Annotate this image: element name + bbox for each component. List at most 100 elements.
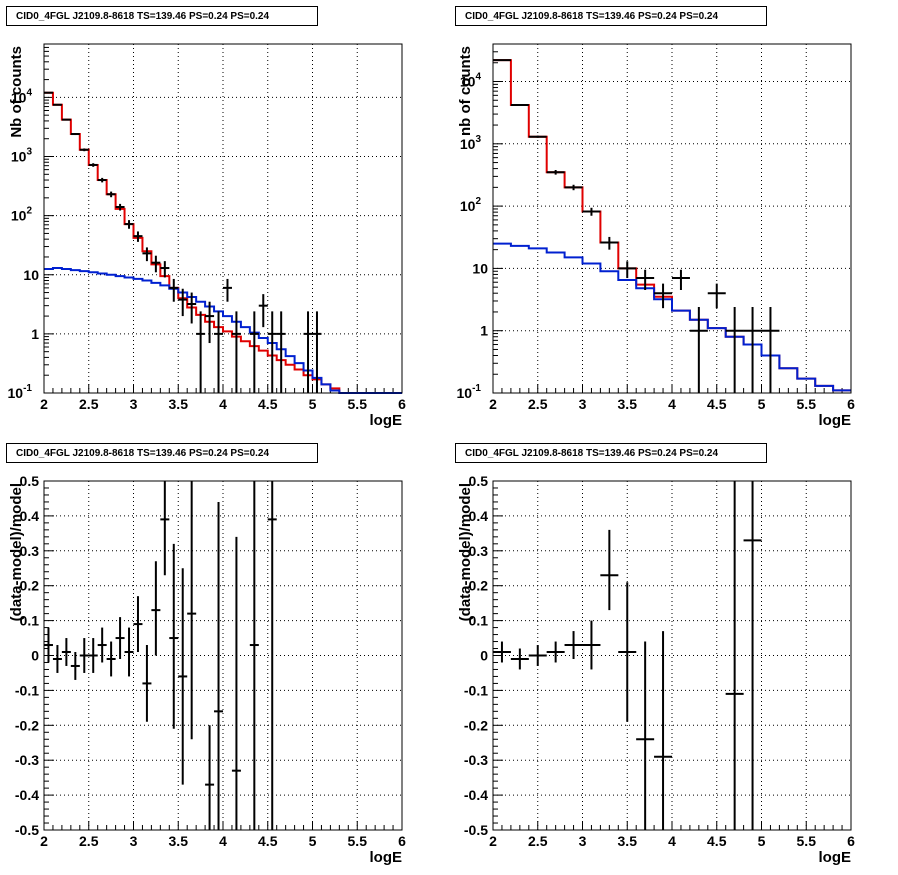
y-tick-label: 102 [11,206,33,224]
data-point [725,481,744,830]
x-tick-label: 2.5 [79,833,99,849]
background_model-line [493,242,851,392]
x-tick-label: 4 [219,833,227,849]
x-tick-label: 3.5 [169,396,189,412]
x-tick-label: 3.5 [618,833,638,849]
x-tick-label: 3 [130,396,138,412]
y-tick-label: 0.1 [469,613,489,629]
data-point [151,255,161,273]
y-tick-label: 0.1 [20,613,40,629]
data-point [564,631,583,659]
x-tick-label: 4.5 [258,833,278,849]
plot-frame [43,480,403,831]
data-point [124,627,134,677]
y-tick-label: 1 [31,326,39,342]
data-point [600,236,619,250]
data-point [582,207,601,216]
data-point [142,247,152,262]
data-point [142,645,152,722]
data-point [205,725,215,830]
data-point [743,481,762,830]
y-tick-label: 0.2 [20,578,40,594]
data-point [61,638,71,666]
y-tick-label: 0.5 [469,473,489,489]
y-tick-label: 104 [11,87,33,105]
data-point [258,294,268,328]
x-tick-label: 4.5 [707,833,727,849]
x-tick-label: 5 [758,396,766,412]
y-tick-label: 10 [472,260,488,276]
data-point [124,220,134,229]
data-point [205,301,215,344]
data-point [654,283,673,309]
data-point [79,638,89,673]
data-point [528,135,547,138]
y-tick-label: -0.4 [464,787,488,803]
y-tick-label: 103 [11,147,33,165]
y-tick-label: -0.3 [464,752,488,768]
x-tick-label: 2 [489,833,497,849]
y-tick-label: -0.5 [464,822,488,838]
y-tick-label: 0.4 [469,508,489,524]
x-tick-label: 5 [758,833,766,849]
data-point [276,311,286,393]
x-tick-label: 4 [668,833,676,849]
data-point [249,481,259,830]
total_model-line [44,91,402,394]
data-point [115,203,125,211]
data-point [187,481,197,740]
data-point [169,278,179,302]
data-point [636,269,655,291]
x-tick-label: 4.5 [707,396,727,412]
data-point [115,617,125,659]
data-point [61,118,71,121]
x-tick-label: 2.5 [528,833,548,849]
x-tick-label: 4 [668,396,676,412]
x-tick-label: 3 [130,833,138,849]
data-point [267,311,277,393]
data-point [88,163,98,167]
data-point [743,307,762,393]
x-axis-label: logE [370,849,403,866]
data-point [151,561,161,656]
y-tick-label: 0.3 [469,543,489,559]
y-axis-label: nb of counts [457,46,474,136]
x-tick-label: 3.5 [169,833,189,849]
plot-frame [43,43,403,394]
chart-svg-counts-right: 2 2.5 3 3.5 4 4.5 5 5.5 6 10-1 1 10 102 103 104 logE nb … [457,43,855,429]
y-tick-label: -0.2 [15,717,39,733]
plot-frame [492,43,852,394]
chart-title: CID0_4FGL J2109.8-8618 TS=139.46 PS=0.24… [6,443,318,463]
y-tick-label: -0.2 [464,717,488,733]
chart-panel-residuals-left: 2 2.5 3 3.5 4 4.5 5 5.5 6 -0.5 -0.4 -0.3 -0.2 -0.1 0 0.… [0,437,449,874]
data-point [725,307,744,393]
data-point [160,481,170,576]
x-tick-label: 6 [847,833,855,849]
y-tick-label: 0.5 [20,473,40,489]
chart-panel-counts-right: 2 2.5 3 3.5 4 4.5 5 5.5 6 10-1 1 10 102 103 104 logE nb … [449,0,898,437]
data-point [106,191,116,198]
data-point [106,641,116,677]
x-axis-label: logE [819,849,852,866]
data-point [528,645,547,666]
data-point [510,648,529,670]
data-point [600,529,619,611]
y-tick-label: 102 [460,196,482,214]
x-tick-label: 5.5 [797,833,817,849]
x-tick-label: 5.5 [348,833,368,849]
data-point [618,582,637,722]
data-point [178,568,188,785]
data-point [707,283,726,309]
chart-panel-residuals-right: 2 2.5 3 3.5 4 4.5 5 5.5 6 -0.5 -0.4 -0.3 -0.2 -0.1 0 0.… [449,437,898,874]
y-axis-label: Nb of counts [8,46,25,138]
y-tick-label: 10-1 [8,383,33,401]
data-point [52,645,62,673]
x-tick-label: 2 [489,396,497,412]
y-axis-label: (data-model)/model [457,483,474,621]
y-tick-label: 0.2 [469,578,489,594]
x-tick-label: 5 [309,833,317,849]
x-tick-label: 6 [398,833,406,849]
data-point [231,311,241,393]
data-point [88,638,98,673]
x-tick-label: 5.5 [348,396,368,412]
